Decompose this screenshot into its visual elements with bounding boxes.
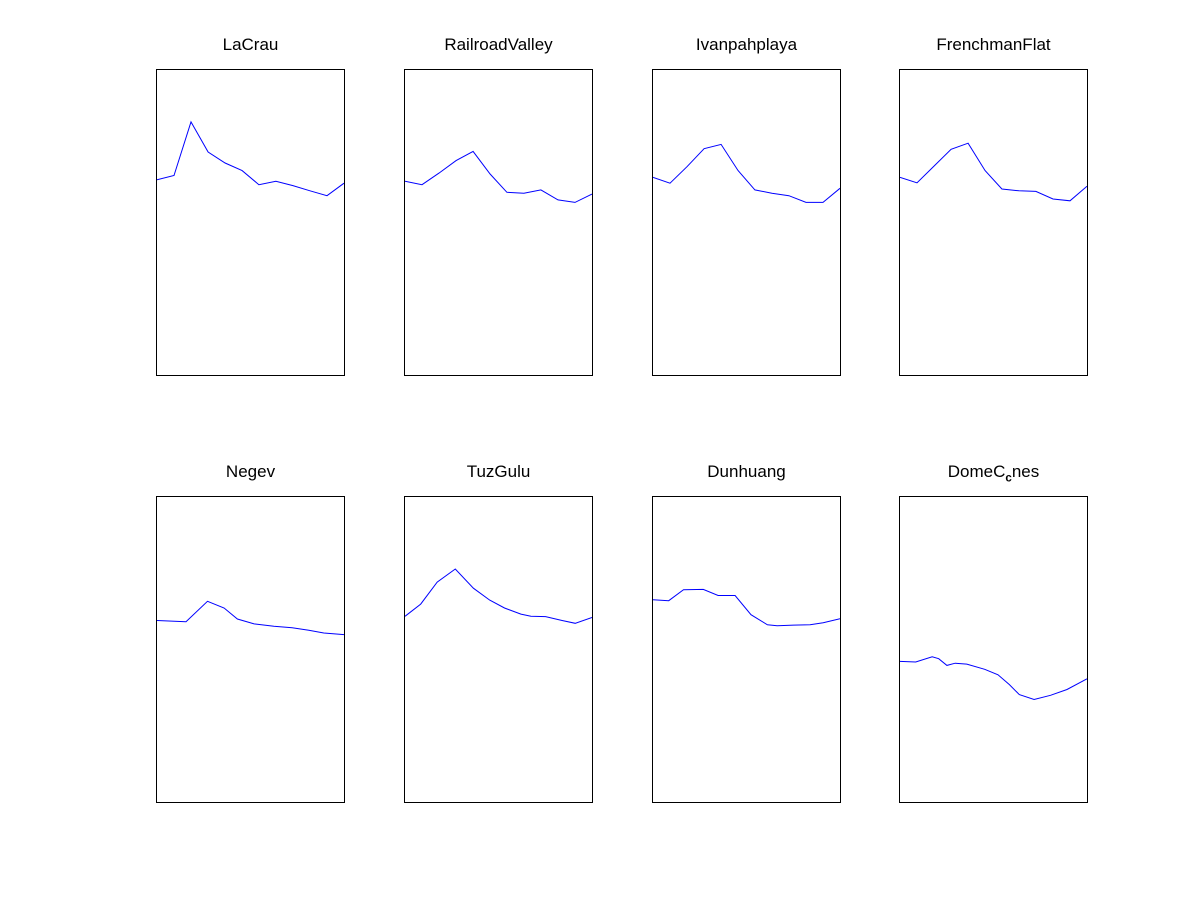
plot-area xyxy=(900,142,1087,202)
line-series xyxy=(653,588,840,627)
plot-area xyxy=(405,150,592,203)
line-series xyxy=(900,656,1087,701)
subplot-ivanpahplaya: Ivanpahplaya xyxy=(652,35,841,376)
subplot-title: DomeCcnes xyxy=(869,462,1118,484)
plot-area xyxy=(653,143,840,203)
line-series xyxy=(157,600,344,636)
title-text: DomeC xyxy=(947,461,1006,481)
subplot-domec-cnes: DomeCcnes xyxy=(899,462,1088,803)
axes-box xyxy=(404,69,593,376)
axes-box xyxy=(404,496,593,803)
line-series xyxy=(405,568,592,624)
plot-area xyxy=(157,120,344,197)
subplot-title: LaCrau xyxy=(126,35,375,57)
line-series xyxy=(405,150,592,203)
subplot-title: Ivanpahplaya xyxy=(622,35,871,57)
subplot-frenchmanflat: FrenchmanFlat xyxy=(899,35,1088,376)
title-subscript: c xyxy=(1005,472,1012,484)
title-text-post: nes xyxy=(1011,461,1040,481)
subplot-title: RailroadValley xyxy=(374,35,623,57)
plot-area xyxy=(900,656,1087,701)
subplot-tuzgulu: TuzGulu xyxy=(404,462,593,803)
subplot-railroadvalley: RailroadValley xyxy=(404,35,593,376)
subplot-title: Negev xyxy=(126,462,375,484)
title-text: LaCrau xyxy=(222,34,279,54)
title-text: Dunhuang xyxy=(707,461,786,481)
line-series xyxy=(157,120,344,197)
subplot-title: FrenchmanFlat xyxy=(869,35,1118,57)
title-text: RailroadValley xyxy=(444,34,553,54)
title-text: Negev xyxy=(225,461,276,481)
subplot-lacrau: LaCrau xyxy=(156,35,345,376)
line-series xyxy=(653,143,840,203)
axes-box xyxy=(652,496,841,803)
plot-area xyxy=(653,588,840,627)
subplot-title: TuzGulu xyxy=(374,462,623,484)
plot-area xyxy=(157,600,344,636)
title-text: Ivanpahplaya xyxy=(695,34,798,54)
axes-box xyxy=(156,496,345,803)
axes-box xyxy=(899,69,1088,376)
title-text: TuzGulu xyxy=(466,461,531,481)
subplot-title: Dunhuang xyxy=(622,462,871,484)
subplot-negev: Negev xyxy=(156,462,345,803)
plot-area xyxy=(405,568,592,624)
axes-box xyxy=(156,69,345,376)
subplot-dunhuang: Dunhuang xyxy=(652,462,841,803)
title-text: FrenchmanFlat xyxy=(936,34,1051,54)
axes-box xyxy=(899,496,1088,803)
line-series xyxy=(900,142,1087,202)
axes-box xyxy=(652,69,841,376)
